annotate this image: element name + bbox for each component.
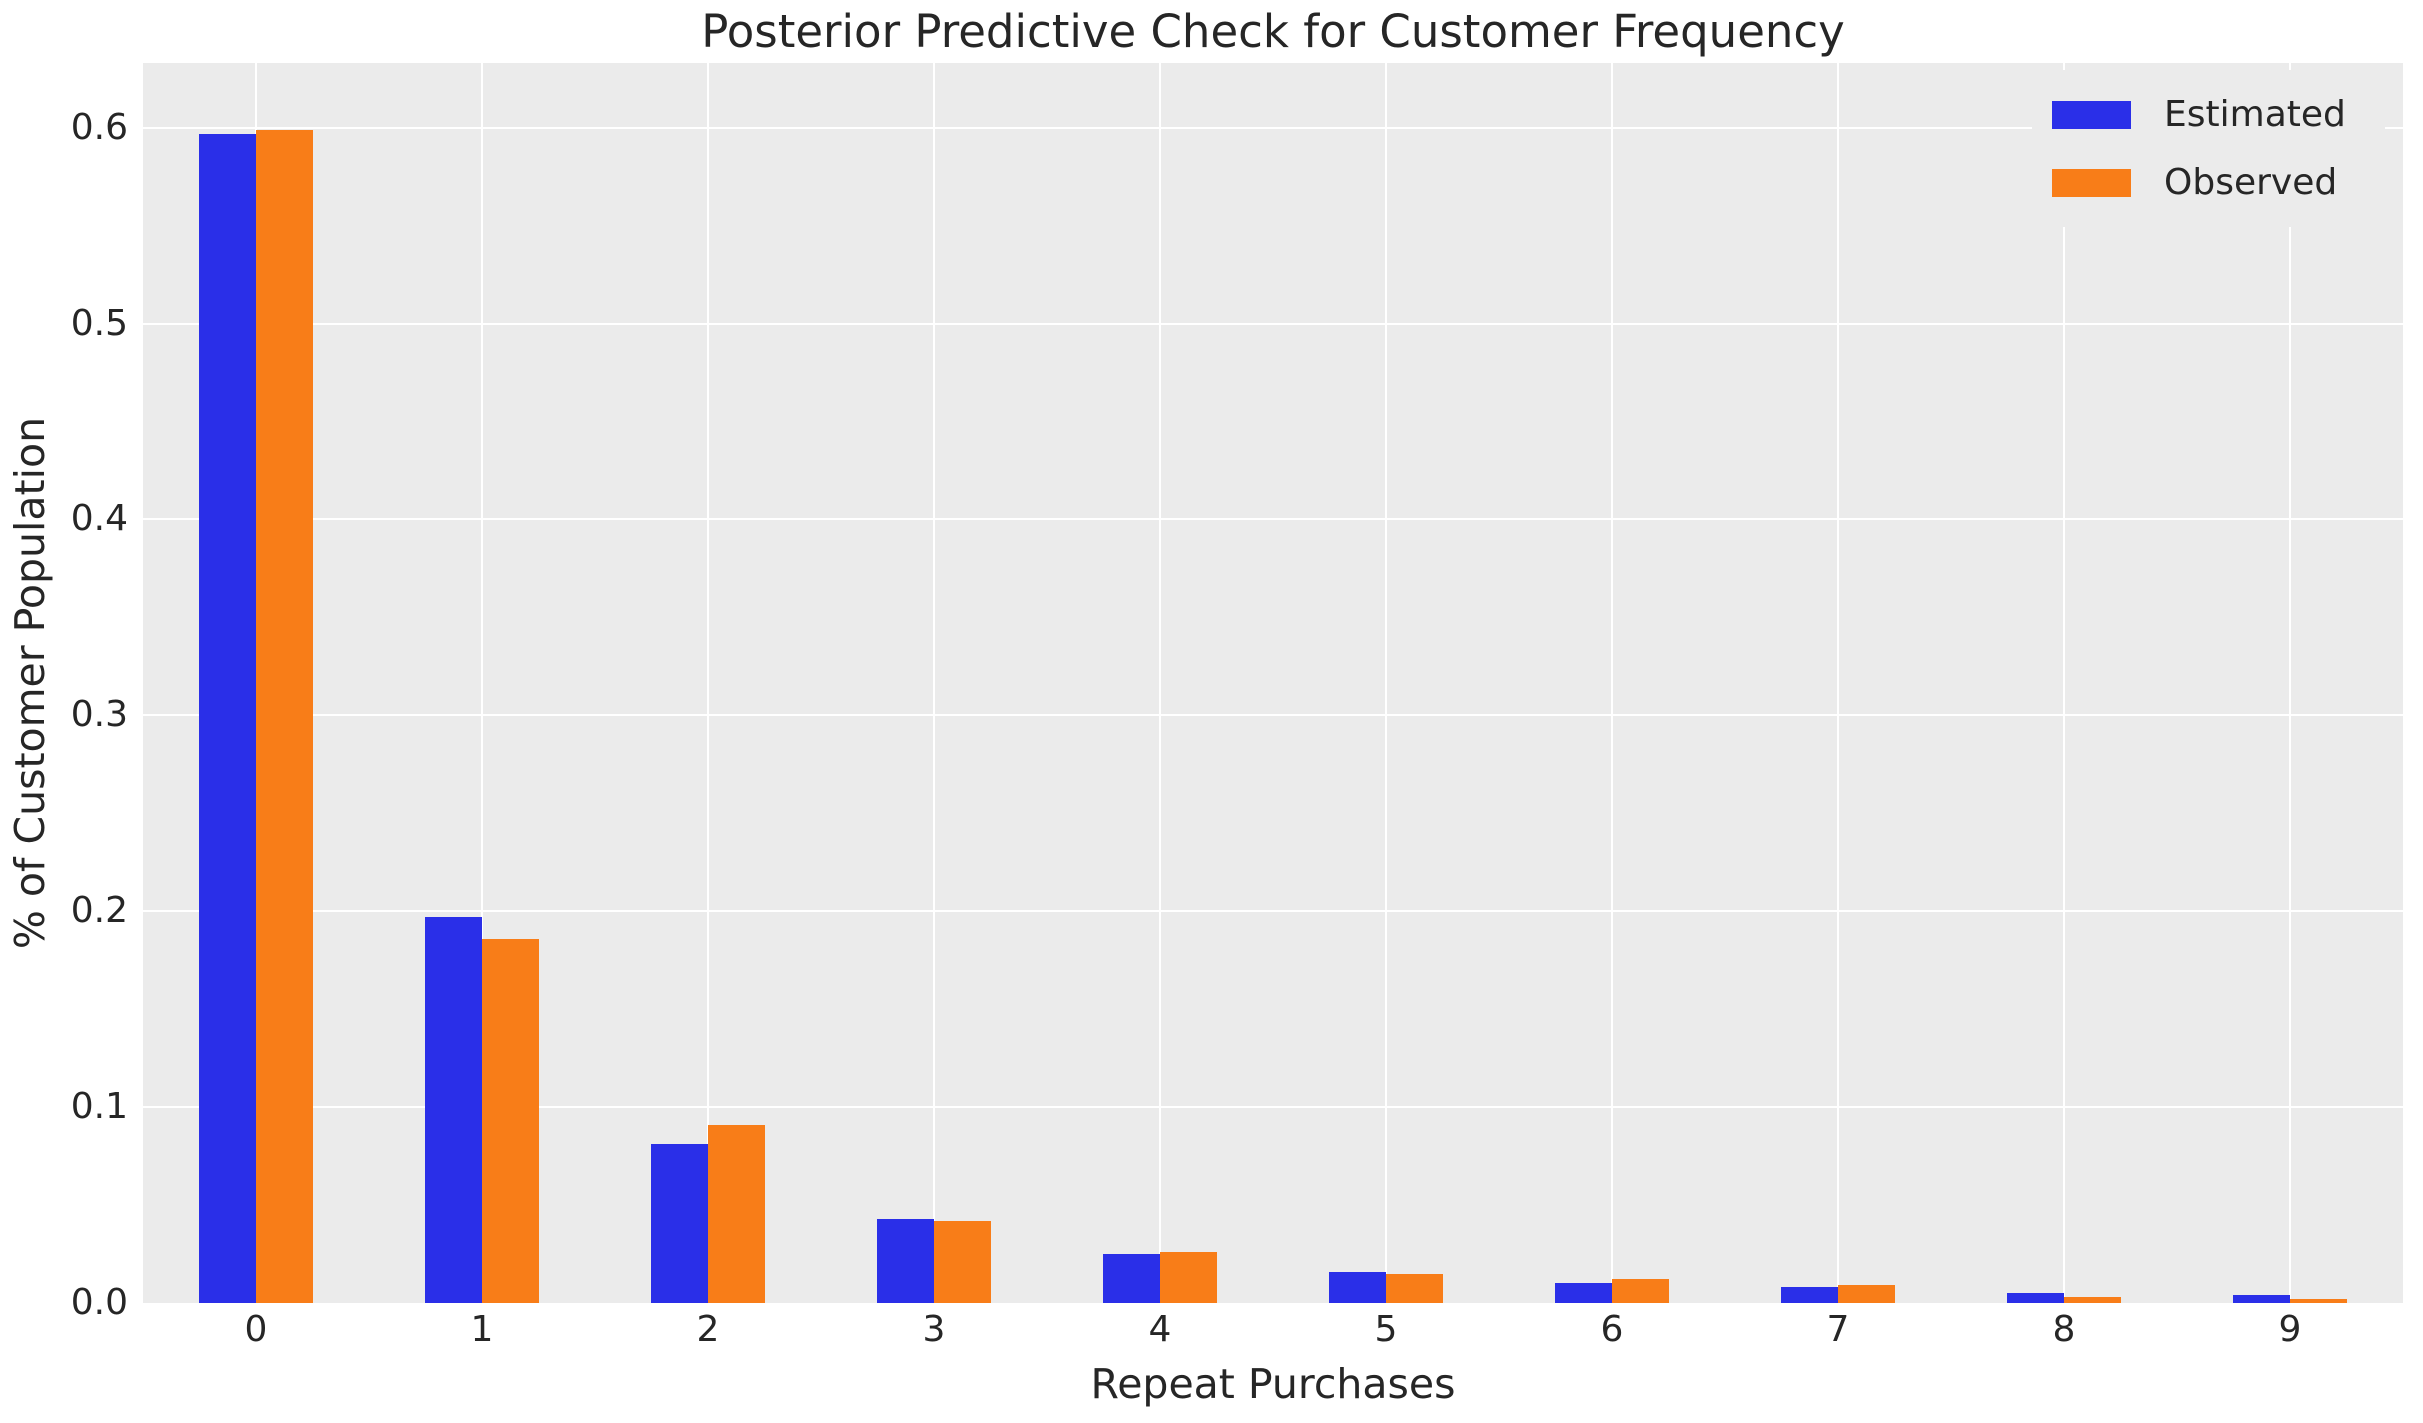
legend: Estimated Observed bbox=[2032, 70, 2385, 227]
legend-item-observed: Observed bbox=[2052, 162, 2385, 204]
bar-estimated-5 bbox=[1329, 1272, 1386, 1303]
gridline-horizontal bbox=[143, 126, 2403, 129]
y-tick-label: 0.6 bbox=[70, 107, 128, 148]
legend-label-estimated: Estimated bbox=[2164, 93, 2346, 135]
x-tick-label: 8 bbox=[2052, 1309, 2076, 1350]
legend-label-observed: Observed bbox=[2164, 161, 2338, 203]
gridline-horizontal bbox=[143, 714, 2403, 717]
bar-observed-2 bbox=[708, 1125, 765, 1303]
gridline-horizontal bbox=[143, 1106, 2403, 1109]
x-tick-label: 4 bbox=[1148, 1309, 1172, 1350]
bar-estimated-2 bbox=[651, 1144, 708, 1303]
gridline-vertical bbox=[2063, 63, 2065, 1303]
gridline-horizontal bbox=[143, 518, 2403, 521]
y-tick-label: 0.3 bbox=[70, 694, 128, 735]
bar-observed-3 bbox=[934, 1221, 991, 1303]
bar-observed-8 bbox=[2064, 1297, 2121, 1303]
gridline-vertical bbox=[1159, 63, 1161, 1303]
x-tick-label: 3 bbox=[922, 1309, 946, 1350]
bar-observed-9 bbox=[2290, 1299, 2347, 1303]
legend-swatch-estimated bbox=[2052, 100, 2131, 129]
gridline-vertical bbox=[481, 63, 483, 1303]
x-tick-label: 1 bbox=[470, 1309, 494, 1350]
bar-observed-0 bbox=[256, 130, 313, 1303]
bar-observed-1 bbox=[482, 939, 539, 1303]
gridline-vertical bbox=[1837, 63, 1839, 1303]
bar-estimated-0 bbox=[199, 134, 256, 1303]
x-tick-label: 6 bbox=[1600, 1309, 1624, 1350]
legend-item-estimated: Estimated bbox=[2052, 94, 2385, 136]
bar-estimated-4 bbox=[1103, 1254, 1160, 1303]
y-tick-label: 0.5 bbox=[70, 303, 128, 344]
x-axis-label: Repeat Purchases bbox=[1090, 1360, 1456, 1408]
gridline-vertical bbox=[707, 63, 709, 1303]
gridline-horizontal bbox=[143, 910, 2403, 913]
bar-observed-4 bbox=[1160, 1252, 1217, 1303]
y-tick-label: 0.1 bbox=[70, 1086, 128, 1127]
y-tick-label: 0.4 bbox=[70, 498, 128, 539]
x-tick-label: 2 bbox=[696, 1309, 720, 1350]
bar-estimated-3 bbox=[877, 1219, 934, 1303]
bar-observed-6 bbox=[1612, 1279, 1669, 1303]
bar-estimated-1 bbox=[425, 917, 482, 1303]
x-tick-label: 9 bbox=[2278, 1309, 2302, 1350]
x-tick-label: 7 bbox=[1826, 1309, 1850, 1350]
y-axis-label: % of Customer Population bbox=[6, 416, 54, 950]
gridline-vertical bbox=[2289, 63, 2291, 1303]
x-tick-label: 5 bbox=[1374, 1309, 1398, 1350]
plot-area bbox=[143, 63, 2403, 1303]
bar-observed-7 bbox=[1838, 1285, 1895, 1303]
bar-observed-5 bbox=[1386, 1274, 1443, 1303]
legend-swatch-observed bbox=[2052, 168, 2131, 197]
gridline-vertical bbox=[1611, 63, 1613, 1303]
x-tick-label: 0 bbox=[244, 1309, 268, 1350]
chart-title: Posterior Predictive Check for Customer … bbox=[701, 5, 1845, 58]
bar-estimated-9 bbox=[2233, 1295, 2290, 1303]
y-tick-label: 0.2 bbox=[70, 890, 128, 931]
gridline-vertical bbox=[1385, 63, 1387, 1303]
gridline-vertical bbox=[933, 63, 935, 1303]
bar-estimated-6 bbox=[1555, 1283, 1612, 1303]
y-tick-label: 0.0 bbox=[70, 1282, 128, 1323]
gridline-horizontal bbox=[143, 322, 2403, 325]
bar-estimated-8 bbox=[2007, 1293, 2064, 1303]
bar-estimated-7 bbox=[1781, 1287, 1838, 1303]
